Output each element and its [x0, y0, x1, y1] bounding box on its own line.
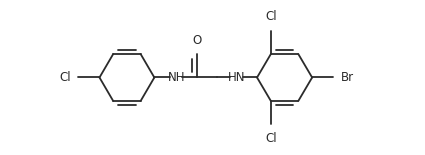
Text: Cl: Cl: [60, 71, 71, 84]
Text: O: O: [192, 34, 201, 47]
Text: NH: NH: [167, 71, 185, 84]
Text: HN: HN: [228, 71, 245, 84]
Text: Br: Br: [341, 71, 354, 84]
Text: Cl: Cl: [265, 132, 277, 145]
Text: Cl: Cl: [265, 10, 277, 23]
